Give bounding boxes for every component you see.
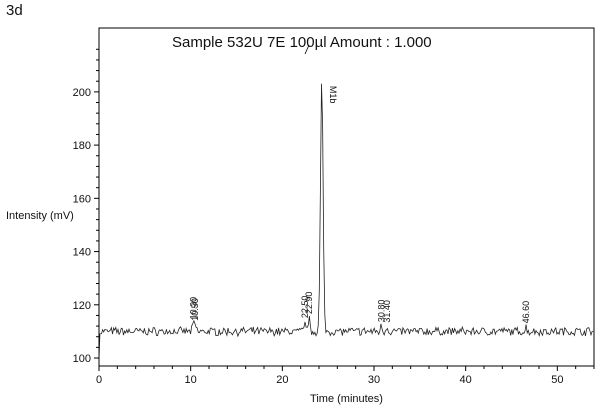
peak-label: 10.50 (190, 298, 200, 321)
x-axis-label: Time (minutes) (310, 393, 383, 405)
peak-label: 31.40 (382, 300, 392, 323)
chromatogram-trace (98, 83, 594, 356)
plot-frame (98, 27, 595, 367)
x-axis-ticks: 0 10 20 30 40 50 (96, 366, 595, 386)
peak-label: 46.60 (521, 301, 531, 324)
y-tick-label: 100 (73, 353, 91, 365)
y-axis-label: Intensity (mV) (6, 210, 74, 222)
peak-label: 22.90 (304, 292, 314, 315)
x-tick-label: 10 (185, 374, 197, 386)
y-tick-label: 200 (73, 87, 91, 99)
panel-label: 3d (6, 2, 23, 19)
y-tick-label: 160 (73, 193, 91, 205)
chart-title: Sample 532U 7E 100µl Amount : 1.000 (172, 34, 432, 51)
peak-label: 22.50 (300, 296, 310, 319)
y-tick-label: 120 (73, 300, 91, 312)
title-marker (304, 44, 310, 55)
y-tick-label: 180 (73, 140, 91, 152)
x-tick-label: 20 (276, 374, 288, 386)
peak-label: M1b (328, 86, 338, 104)
x-tick-label: 0 (96, 374, 102, 386)
y-tick-label: 140 (73, 247, 91, 259)
y-axis-ticks: 100 120 140 160 180 200 (73, 48, 99, 365)
peak-label: 30.80 (376, 300, 386, 323)
x-tick-label: 50 (551, 374, 563, 386)
x-tick-label: 40 (460, 374, 472, 386)
peak-label: 10.30 (188, 297, 198, 320)
x-tick-label: 30 (368, 374, 380, 386)
